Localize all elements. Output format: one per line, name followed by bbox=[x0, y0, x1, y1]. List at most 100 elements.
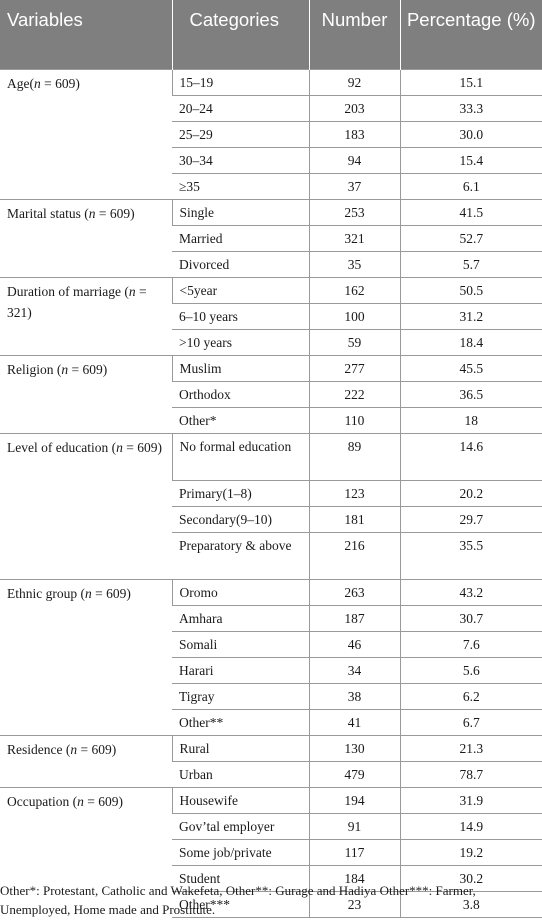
number-cell: 117 bbox=[308, 839, 400, 866]
percentage-cell: 52.7 bbox=[399, 225, 542, 252]
number-cell: 46 bbox=[308, 631, 400, 658]
variable-label: Duration of marriage (n = 321) bbox=[0, 277, 172, 356]
number-cell: 89 bbox=[308, 433, 400, 481]
category-cell: ≥35 bbox=[172, 173, 309, 200]
category-cell: Other** bbox=[172, 709, 309, 736]
number-cell: 162 bbox=[308, 277, 400, 304]
percentage-cell: 3.8 bbox=[399, 891, 542, 918]
table-row: Harari 34 5.6 bbox=[0, 657, 542, 684]
category-cell: <5year bbox=[171, 277, 309, 304]
table-row: Gov’tal employer 91 14.9 bbox=[0, 813, 542, 840]
number-cell: 263 bbox=[308, 579, 400, 606]
table-row: Ethnic group (n = 609) Oromo 263 43.2 bbox=[0, 579, 542, 736]
number-cell: 41 bbox=[308, 709, 400, 736]
variable-label: Religion (n = 609) bbox=[0, 355, 172, 434]
number-cell: 321 bbox=[308, 225, 400, 252]
table-header: Variables Categories Number Percentage (… bbox=[0, 0, 542, 70]
variable-label: Marital status (n = 609) bbox=[0, 199, 172, 278]
variable-label: Level of education (n = 609) bbox=[0, 433, 172, 580]
number-cell: 130 bbox=[308, 735, 400, 762]
table-row: 30–34 94 15.4 bbox=[0, 147, 542, 174]
table-row: >10 years 59 18.4 bbox=[0, 329, 542, 356]
category-cell: 25–29 bbox=[172, 121, 309, 148]
percentage-cell: 18 bbox=[399, 407, 542, 434]
table-row: Preparatory & above 216 35.5 bbox=[0, 532, 542, 580]
number-cell: 479 bbox=[308, 761, 400, 788]
category-cell: Tigray bbox=[172, 683, 309, 710]
percentage-cell: 15.4 bbox=[399, 147, 542, 174]
category-cell: No formal education bbox=[171, 433, 309, 481]
number-cell: 253 bbox=[308, 199, 400, 226]
percentage-cell: 5.7 bbox=[399, 251, 542, 278]
table-row: Orthodox 222 36.5 bbox=[0, 381, 542, 408]
table-row: Student 184 30.2 bbox=[0, 865, 542, 892]
percentage-cell: 15.1 bbox=[399, 69, 542, 96]
variable-label: Residence (n = 609) bbox=[0, 735, 172, 788]
header-variables: Variables bbox=[0, 0, 172, 70]
number-cell: 187 bbox=[308, 605, 400, 632]
table-row: Some job/private 117 19.2 bbox=[0, 839, 542, 866]
category-cell: Divorced bbox=[172, 251, 309, 278]
number-cell: 23 bbox=[308, 891, 400, 918]
number-cell: 194 bbox=[308, 787, 400, 814]
table-row: Other*** 23 3.8 bbox=[0, 891, 542, 918]
table-row: Tigray 38 6.2 bbox=[0, 683, 542, 710]
percentage-cell: 30.2 bbox=[399, 865, 542, 892]
number-cell: 38 bbox=[308, 683, 400, 710]
percentage-cell: 31.2 bbox=[399, 303, 542, 330]
category-cell: Rural bbox=[171, 735, 309, 762]
percentage-cell: 30.0 bbox=[399, 121, 542, 148]
number-cell: 277 bbox=[308, 355, 400, 382]
number-cell: 222 bbox=[308, 381, 400, 408]
category-cell: Gov’tal employer bbox=[172, 813, 309, 840]
percentage-cell: 5.6 bbox=[399, 657, 542, 684]
category-cell: Other*** bbox=[172, 891, 309, 918]
category-cell: 30–34 bbox=[172, 147, 309, 174]
number-cell: 110 bbox=[308, 407, 400, 434]
table-row: 20–24 203 33.3 bbox=[0, 95, 542, 122]
percentage-cell: 36.5 bbox=[399, 381, 542, 408]
header-percentage: Percentage (%) bbox=[399, 0, 542, 70]
table-row: Age(n = 609) 15–19 92 15.1 bbox=[0, 69, 542, 200]
percentage-cell: 20.2 bbox=[399, 480, 542, 507]
category-cell: Secondary(9–10) bbox=[172, 506, 309, 533]
table-row: 6–10 years 100 31.2 bbox=[0, 303, 542, 330]
category-cell: Urban bbox=[172, 761, 309, 788]
table-row: Urban 479 78.7 bbox=[0, 761, 542, 788]
table-row: Somali 46 7.6 bbox=[0, 631, 542, 658]
table-row: Other** 41 6.7 bbox=[0, 709, 542, 736]
table-row: Level of education (n = 609) No formal ed… bbox=[0, 433, 542, 580]
category-cell: Primary(1–8) bbox=[172, 480, 309, 507]
category-cell: Oromo bbox=[171, 579, 309, 606]
number-cell: 94 bbox=[308, 147, 400, 174]
variable-label: Age(n = 609) bbox=[0, 69, 172, 200]
percentage-cell: 6.2 bbox=[399, 683, 542, 710]
category-cell: Other* bbox=[172, 407, 309, 434]
category-cell: >10 years bbox=[172, 329, 309, 356]
percentage-cell: 6.7 bbox=[399, 709, 542, 736]
number-cell: 181 bbox=[308, 506, 400, 533]
number-cell: 183 bbox=[308, 121, 400, 148]
number-cell: 92 bbox=[308, 69, 400, 96]
table-row: Residence (n = 609) Rural 130 21.3 bbox=[0, 735, 542, 788]
percentage-cell: 14.9 bbox=[399, 813, 542, 840]
percentage-cell: 35.5 bbox=[399, 532, 542, 580]
category-cell: Housewife bbox=[171, 787, 309, 814]
percentage-cell: 18.4 bbox=[399, 329, 542, 356]
percentage-cell: 21.3 bbox=[399, 735, 542, 762]
number-cell: 184 bbox=[308, 865, 400, 892]
variable-label: Ethnic group (n = 609) bbox=[0, 579, 172, 736]
table-row: Secondary(9–10) 181 29.7 bbox=[0, 506, 542, 533]
category-cell: Somali bbox=[172, 631, 309, 658]
table-row: Divorced 35 5.7 bbox=[0, 251, 542, 278]
table-row: Religion (n = 609) Muslim 277 45.5 bbox=[0, 355, 542, 434]
table-footnote: Other*: Protestant, Catholic and Wakefet… bbox=[0, 883, 476, 917]
category-cell: Student bbox=[172, 865, 309, 892]
percentage-cell: 7.6 bbox=[399, 631, 542, 658]
header-categories: Categories bbox=[171, 0, 309, 70]
table-row: Amhara 187 30.7 bbox=[0, 605, 542, 632]
number-cell: 123 bbox=[308, 480, 400, 507]
percentage-cell: 19.2 bbox=[399, 839, 542, 866]
table-row: Occupation (n = 609) Housewife 194 31.9 bbox=[0, 787, 542, 918]
table-row: Duration of marriage (n = 321) <5year 162 5… bbox=[0, 277, 542, 356]
